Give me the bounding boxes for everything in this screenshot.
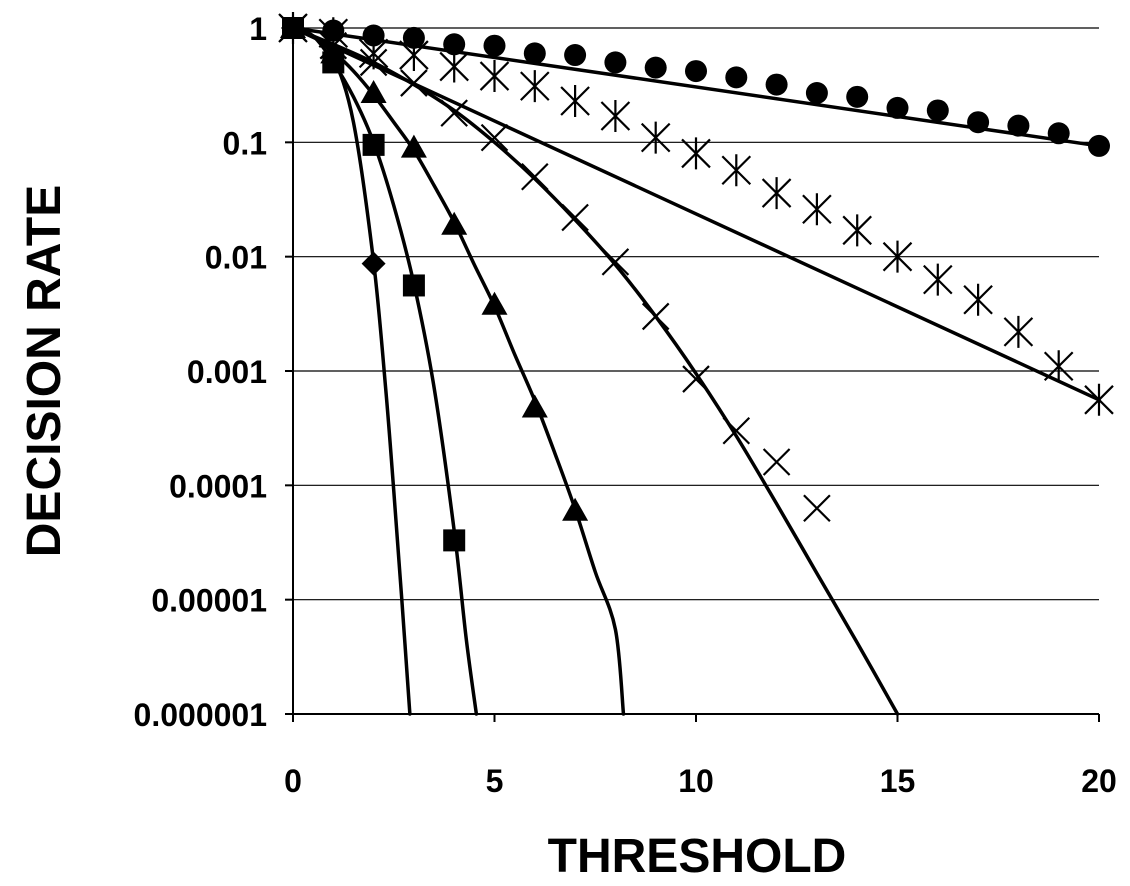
asterisk-marker — [761, 177, 792, 210]
x-tick-label: 20 — [1081, 763, 1117, 799]
asterisk-marker — [842, 214, 872, 247]
x-tick-label: 5 — [486, 763, 504, 799]
x-marker — [480, 123, 509, 152]
y-tick-label: 0.000001 — [134, 697, 267, 733]
diamond-marker — [281, 16, 305, 40]
x-marker — [561, 203, 589, 232]
circle-marker — [926, 99, 949, 122]
circle-series-curve — [291, 26, 1101, 148]
triangle-marker — [360, 80, 387, 104]
asterisk-marker — [520, 70, 550, 103]
circle-marker — [644, 56, 667, 79]
x-marker — [521, 162, 549, 191]
asterisk-marker — [1003, 315, 1034, 348]
y-tick-label: 1 — [249, 11, 267, 47]
circle-marker — [1007, 114, 1030, 137]
x-tick-label: 0 — [284, 763, 302, 799]
x-marker — [722, 417, 751, 445]
triangle-marker — [400, 134, 427, 158]
asterisk-marker — [479, 60, 510, 93]
x-axis-title: THRESHOLD — [548, 830, 847, 883]
circle-marker — [886, 96, 909, 119]
circle-marker — [805, 82, 828, 105]
circle-marker — [443, 33, 466, 56]
data-markers — [278, 12, 1114, 552]
asterisk-marker — [358, 37, 389, 70]
asterisk-marker — [802, 193, 832, 226]
circle-marker — [604, 51, 627, 74]
circle-marker — [1088, 134, 1110, 157]
asterisk-marker — [963, 283, 993, 316]
axes — [285, 27, 1100, 722]
square-marker — [402, 274, 425, 297]
asterisk-marker — [1084, 383, 1114, 416]
circle-marker — [846, 85, 869, 108]
square-marker — [362, 133, 385, 156]
asterisk-series-curve — [291, 26, 1101, 402]
circle-marker — [967, 111, 990, 134]
y-tick-label: 0.1 — [223, 125, 267, 161]
triangle-marker — [441, 211, 468, 235]
x-marker — [803, 494, 831, 523]
x-marker — [359, 48, 388, 77]
gridlines — [293, 27, 1099, 601]
asterisk-marker — [721, 154, 752, 187]
x-series-curve — [291, 26, 900, 716]
triangle-series-curve — [291, 26, 626, 716]
triangle-marker — [521, 394, 548, 418]
asterisk-marker — [882, 240, 913, 273]
circle-marker — [685, 60, 707, 83]
y-tick-label: 0.00001 — [151, 583, 267, 619]
x-marker — [641, 302, 670, 331]
circle-marker — [564, 44, 587, 67]
x-tick-label: 10 — [678, 763, 714, 799]
x-marker — [682, 365, 710, 393]
diamond-series-curve — [291, 26, 412, 716]
asterisk-marker — [439, 50, 469, 83]
x-marker — [440, 99, 468, 127]
x-tick-label: 15 — [880, 763, 916, 799]
circle-marker — [362, 24, 385, 47]
diamond-marker — [361, 251, 386, 276]
x-marker — [400, 69, 428, 97]
x-marker — [601, 248, 630, 276]
asterisk-marker — [1043, 350, 1074, 383]
tick-labels: 1 0.1 0.01 0.001 0.0001 0.00001 0.000001 0 5 10 15… — [134, 11, 1117, 799]
asterisk-marker — [399, 39, 429, 72]
circle-marker — [765, 73, 788, 96]
circle-marker — [483, 34, 506, 57]
square-marker — [443, 529, 466, 552]
asterisk-marker — [923, 263, 953, 296]
y-tick-label: 0.01 — [205, 240, 267, 276]
asterisk-marker — [681, 137, 711, 170]
circle-marker — [725, 66, 748, 89]
y-tick-label: 0.001 — [187, 354, 267, 390]
asterisk-marker — [640, 121, 671, 154]
circle-marker — [523, 42, 546, 65]
asterisk-marker — [600, 99, 631, 132]
triangle-marker — [562, 497, 589, 521]
y-axis-title: DECISION RATE — [18, 185, 71, 557]
x-marker — [762, 448, 791, 476]
triangle-marker — [481, 291, 508, 315]
circle-marker — [1047, 122, 1070, 145]
square-marker — [322, 51, 345, 74]
asterisk-marker — [560, 84, 590, 117]
circle-marker — [402, 26, 425, 49]
y-tick-label: 0.0001 — [169, 468, 267, 504]
